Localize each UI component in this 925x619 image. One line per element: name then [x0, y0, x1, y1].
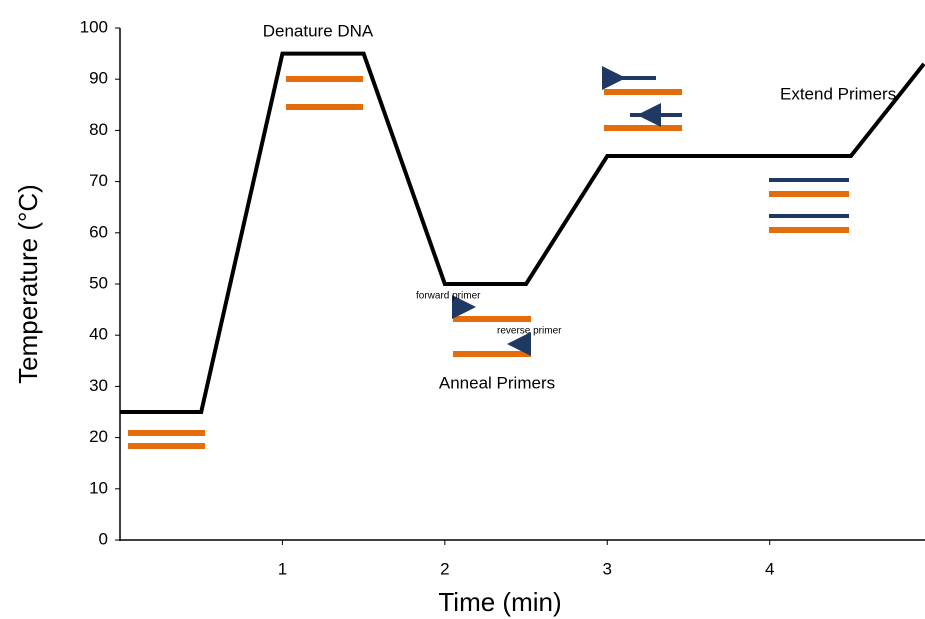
x-tick-label: 2: [440, 559, 449, 578]
y-tick-label: 60: [89, 222, 108, 241]
chart: Time (min) Temperature (°C) 0 10 20 30 40 50 6…: [0, 0, 925, 619]
y-tick-label: 20: [89, 427, 108, 446]
x-tick-label: 3: [603, 559, 612, 578]
annotation: Anneal Primers: [439, 373, 555, 392]
y-tick-label: 90: [89, 69, 108, 88]
annotation: reverse primer: [497, 326, 562, 337]
x-axis-title: Time (min): [438, 587, 561, 617]
y-tick-label: 70: [89, 171, 108, 190]
y-tick-label: 40: [89, 325, 108, 344]
y-tick-label: 50: [89, 273, 108, 292]
annotation: forward primer: [416, 291, 481, 302]
y-tick-label: 80: [89, 120, 108, 139]
y-tick-label: 100: [80, 17, 108, 36]
x-tick-label: 1: [278, 559, 287, 578]
annotation: Extend Primers: [780, 84, 896, 103]
y-axis-title: Temperature (°C): [13, 184, 43, 384]
y-tick-label: 30: [89, 376, 108, 395]
annotation: Denature DNA: [263, 21, 374, 40]
y-tick-label: 0: [99, 529, 108, 548]
x-tick-label: 4: [765, 559, 774, 578]
y-tick-label: 10: [89, 478, 108, 497]
